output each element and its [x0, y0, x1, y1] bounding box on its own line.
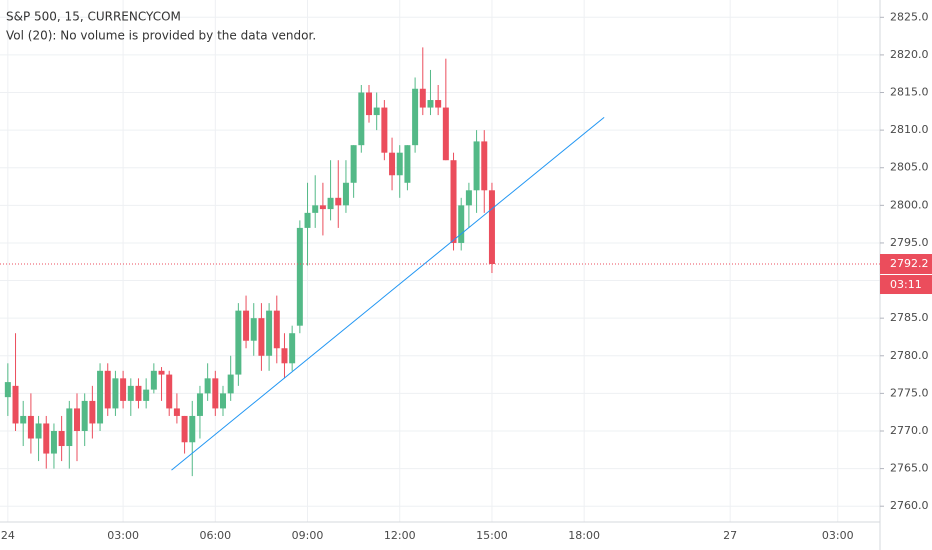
y-tick-label: 2820.0: [890, 48, 929, 61]
candle-body: [335, 197, 342, 206]
y-tick-label: 2810.0: [890, 123, 929, 136]
countdown-box: [880, 275, 932, 295]
candle-body: [173, 408, 180, 416]
candle-body: [158, 370, 165, 375]
y-tick-label: 2760.0: [890, 499, 929, 512]
candle-body: [296, 227, 303, 326]
candle-body: [204, 378, 211, 394]
candle-body: [342, 182, 349, 206]
candle-body: [465, 190, 472, 206]
candle-body: [220, 393, 226, 409]
candle-body: [104, 370, 111, 409]
candle-body: [120, 378, 127, 401]
candle-body: [404, 145, 411, 183]
candle-body: [389, 152, 396, 176]
candle-body: [81, 400, 88, 431]
candle-body: [166, 374, 173, 409]
last-price-box: [880, 254, 932, 275]
candle-body: [312, 205, 319, 213]
y-tick-label: 2785.0: [890, 311, 929, 324]
candle-body: [20, 415, 27, 424]
candle-body: [435, 100, 442, 108]
candle-body: [150, 370, 157, 390]
candle-body: [381, 107, 388, 153]
chart-subtitle: Vol (20): No volume is provided by the d…: [6, 29, 316, 43]
candle-body: [135, 385, 142, 401]
candle-body: [196, 393, 203, 416]
y-tick-label: 2770.0: [890, 424, 929, 437]
x-tick-label: 03:00: [107, 529, 139, 542]
candle-body: [304, 212, 311, 228]
candle-body: [373, 107, 380, 116]
candle-body: [366, 92, 372, 116]
x-tick-label: 27: [723, 529, 737, 542]
candle-body: [112, 378, 119, 409]
candle-body: [181, 415, 188, 443]
candle-body: [358, 92, 365, 146]
candle-body: [212, 378, 219, 409]
candle-body: [235, 310, 242, 375]
candle-body: [243, 310, 250, 341]
x-tick-label: 09:00: [292, 529, 324, 542]
y-tick-label: 2765.0: [890, 462, 929, 475]
candle-body: [258, 318, 265, 356]
y-tick-label: 2780.0: [890, 349, 929, 362]
x-tick-label: 12:00: [384, 529, 416, 542]
candle-body: [473, 141, 480, 191]
candle-body: [58, 430, 65, 447]
x-tick-label: 03:00: [822, 529, 854, 542]
candle-body: [74, 408, 80, 431]
y-tick-label: 2800.0: [890, 198, 929, 211]
chart-title: S&P 500, 15, CURRENCYCOM: [6, 10, 181, 24]
x-tick-label: 18:00: [568, 529, 600, 542]
candle-body: [327, 197, 334, 210]
candle-body: [458, 205, 465, 243]
candle-body: [281, 348, 288, 364]
marks: [4, 47, 605, 477]
y-tick-label: 2795.0: [890, 236, 929, 249]
x-tick-label: 15:00: [476, 529, 508, 542]
candle-body: [412, 88, 419, 146]
candle-body: [97, 370, 104, 424]
candle-body: [450, 160, 457, 243]
candle-body: [143, 389, 150, 401]
y-tick-label: 2815.0: [890, 86, 929, 99]
candle-body: [488, 190, 495, 265]
candle-body: [4, 382, 11, 398]
candle-body: [50, 430, 57, 454]
candle-body: [266, 310, 273, 356]
candle-body: [189, 415, 196, 443]
candle-body: [227, 374, 234, 394]
candle-body: [350, 145, 357, 183]
candle-body: [273, 310, 280, 349]
candle-body: [43, 423, 50, 454]
candle-body: [289, 333, 296, 364]
candle-body: [481, 141, 488, 191]
candle-body: [319, 205, 326, 210]
last-price-label: 2792.2: [890, 257, 929, 270]
y-tick-label: 2775.0: [890, 386, 929, 399]
candle-body: [27, 415, 34, 439]
candle-body: [396, 152, 403, 176]
candle-body: [427, 100, 434, 108]
candle-body: [442, 107, 449, 161]
x-tick-label: 06:00: [199, 529, 231, 542]
candle-body: [127, 385, 134, 401]
candle-body: [419, 88, 426, 108]
countdown-label: 03:11: [890, 278, 922, 291]
y-tick-label: 2825.0: [890, 10, 929, 23]
candle-body: [35, 423, 42, 439]
y-tick-label: 2805.0: [890, 161, 929, 174]
candle-body: [250, 318, 257, 341]
candle-body: [66, 408, 73, 447]
x-tick-label: 24: [1, 529, 15, 542]
candle-body: [12, 385, 19, 424]
trend-line: [171, 116, 605, 471]
candle-body: [89, 400, 96, 424]
